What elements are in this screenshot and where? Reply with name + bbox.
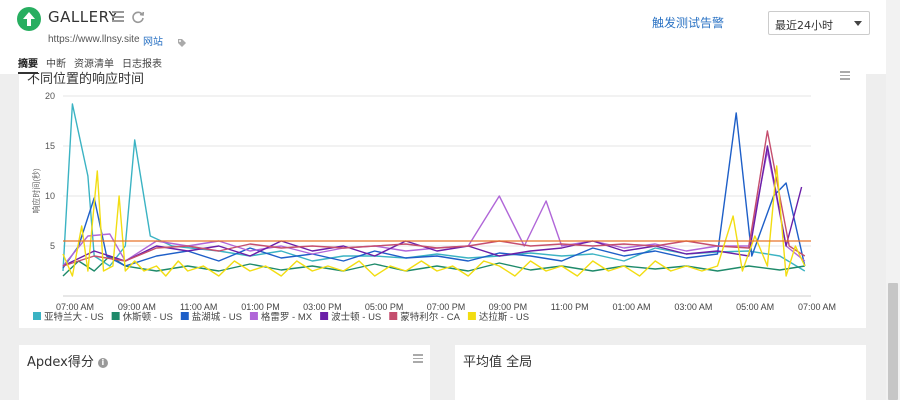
x-tick-label: 09:00 AM — [118, 302, 156, 312]
x-tick-label: 03:00 AM — [674, 302, 712, 312]
x-tick-label: 11:00 PM — [551, 302, 589, 312]
y-tick-label: 5 — [50, 241, 55, 251]
legend-label[interactable]: 休斯顿 - US — [123, 311, 173, 323]
legend-label[interactable]: 波士顿 - US — [331, 311, 381, 323]
scrollbar-thumb[interactable] — [888, 283, 898, 400]
apdex-panel: Apdex得分 i — [19, 345, 430, 400]
series-line — [62, 165, 806, 277]
info-icon[interactable]: i — [97, 358, 108, 368]
x-tick-label: 01:00 PM — [241, 302, 280, 312]
y-tick-label: 15 — [45, 141, 55, 151]
y-axis-label: 响应时间(秒) — [31, 168, 41, 214]
site-url: https://www.llnsy.site — [48, 34, 140, 45]
chart-title: 不同位置的响应时间 — [27, 72, 145, 87]
legend-label[interactable]: 蒙特利尔 - CA — [400, 311, 460, 323]
legend-label[interactable]: 格雷罗 - MX — [261, 311, 313, 323]
x-tick-label: 09:00 PM — [489, 302, 528, 312]
app-title: GALLERY — [48, 8, 119, 26]
legend-label[interactable]: 达拉斯 - US — [479, 311, 529, 323]
x-tick-label: 01:00 AM — [612, 302, 650, 312]
tab-bar: 摘要 中断 资源清单 日志报表 — [18, 55, 162, 74]
x-tick-label: 05:00 PM — [365, 302, 404, 312]
refresh-icon[interactable] — [131, 9, 145, 28]
time-range-value: 最近24小时 — [775, 19, 833, 32]
legend-swatch[interactable] — [111, 312, 120, 320]
y-tick-label: 20 — [45, 91, 55, 101]
x-tick-label: 07:00 PM — [427, 302, 466, 312]
x-tick-label: 07:00 AM — [798, 302, 836, 312]
legend-label[interactable]: 盐湖城 - US — [192, 311, 242, 323]
x-tick-label: 07:00 AM — [56, 302, 94, 312]
panel-menu-icon[interactable] — [840, 71, 850, 80]
hamburger-menu-icon[interactable] — [112, 11, 124, 22]
series-line — [62, 130, 806, 267]
series-line — [62, 112, 806, 269]
apdex-title: Apdex得分 i — [27, 351, 108, 370]
response-time-chart: 5 10 15 20 07:00 AM 09:00 AM 11:00 AM 01:00 PM 0… — [31, 91, 836, 323]
website-link[interactable]: 网站 — [143, 37, 163, 48]
x-tick-label: 05:00 AM — [736, 302, 774, 312]
tab-inventory[interactable]: 资源清单 — [74, 59, 114, 70]
legend-swatch[interactable] — [467, 312, 476, 320]
response-time-panel: 不同位置的响应时间 5 10 15 20 07:00 AM 09:00 AM 11:00 A… — [19, 71, 866, 328]
series-line — [62, 145, 803, 267]
legend-swatch[interactable] — [320, 312, 329, 320]
page-scrollbar[interactable] — [886, 0, 900, 400]
tab-outages[interactable]: 中断 — [46, 59, 66, 70]
legend-swatch[interactable] — [249, 312, 258, 320]
average-panel: 平均值 全局 — [455, 345, 866, 400]
legend-label[interactable]: 亚特兰大 - US — [44, 311, 104, 323]
legend-swatch[interactable] — [33, 312, 41, 320]
tag-icon[interactable] — [177, 33, 187, 52]
caret-down-icon — [854, 21, 862, 26]
x-tick-label: 03:00 PM — [303, 302, 342, 312]
trigger-test-alert-link[interactable]: 触发测试告警 — [652, 16, 725, 30]
tab-log-reports[interactable]: 日志报表 — [122, 59, 162, 70]
x-tick-label: 11:00 AM — [180, 302, 217, 312]
panel-menu-icon[interactable] — [413, 354, 423, 363]
legend-swatch[interactable] — [389, 312, 398, 320]
arrow-up-icon — [17, 7, 41, 31]
time-range-select[interactable]: 最近24小时 — [768, 11, 870, 35]
tab-summary[interactable]: 摘要 — [18, 55, 38, 74]
legend-swatch[interactable] — [180, 312, 189, 320]
y-tick-label: 10 — [45, 191, 55, 201]
app-header: GALLERY https://www.llnsy.site 网站 触发测试告警… — [0, 0, 886, 74]
average-title: 平均值 全局 — [463, 355, 533, 370]
